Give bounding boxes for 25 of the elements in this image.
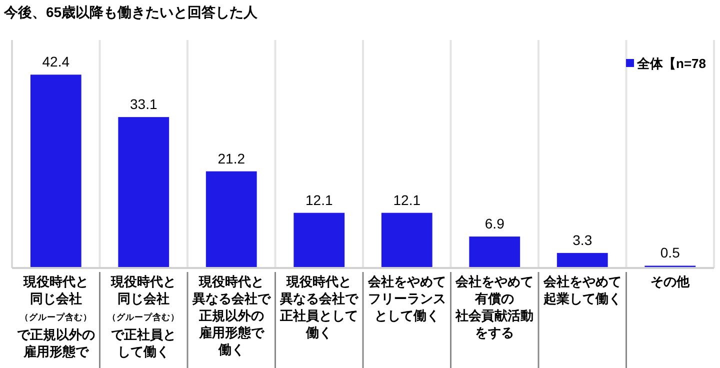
x-tick-label: 会社をやめてフリーランスとして働く: [368, 274, 446, 323]
bar: [294, 212, 345, 268]
x-tick-label: その他: [650, 274, 690, 289]
bar: [556, 252, 608, 268]
data-label: 0.5: [660, 244, 680, 261]
chart-title: 今後、65歳以降も働きたいと回答した人: [3, 4, 259, 20]
bar: [206, 171, 257, 268]
data-label: 12.1: [393, 192, 421, 208]
bar: [381, 212, 432, 268]
data-label: 42.4: [42, 54, 70, 70]
bar: [118, 117, 170, 268]
data-label: 33.1: [130, 96, 158, 112]
x-tick-label: 現役時代と異なる会社で正規以外の雇用形態で働く: [192, 274, 270, 357]
bar: [469, 236, 520, 268]
x-tick-label: 現役時代と同じ会社（グループ含む）で正規以外の雇用形態で: [16, 274, 95, 359]
x-tick-label: 現役時代と異なる会社で正社員として働く: [280, 274, 358, 340]
data-label: 6.9: [484, 216, 505, 232]
x-tick-label: 会社をやめて起業して働く: [543, 274, 622, 306]
x-tick-label: 会社をやめて有償の社会貢献活動をする: [456, 274, 534, 340]
bar: [30, 74, 82, 268]
data-label: 12.1: [306, 192, 333, 208]
data-label: 21.2: [218, 150, 246, 166]
data-label: 3.3: [572, 232, 592, 248]
x-tick-label: 現役時代と同じ会社（グループ含む）で正社員として働く: [108, 274, 180, 359]
legend-label: 全体【n=78: [636, 56, 706, 71]
